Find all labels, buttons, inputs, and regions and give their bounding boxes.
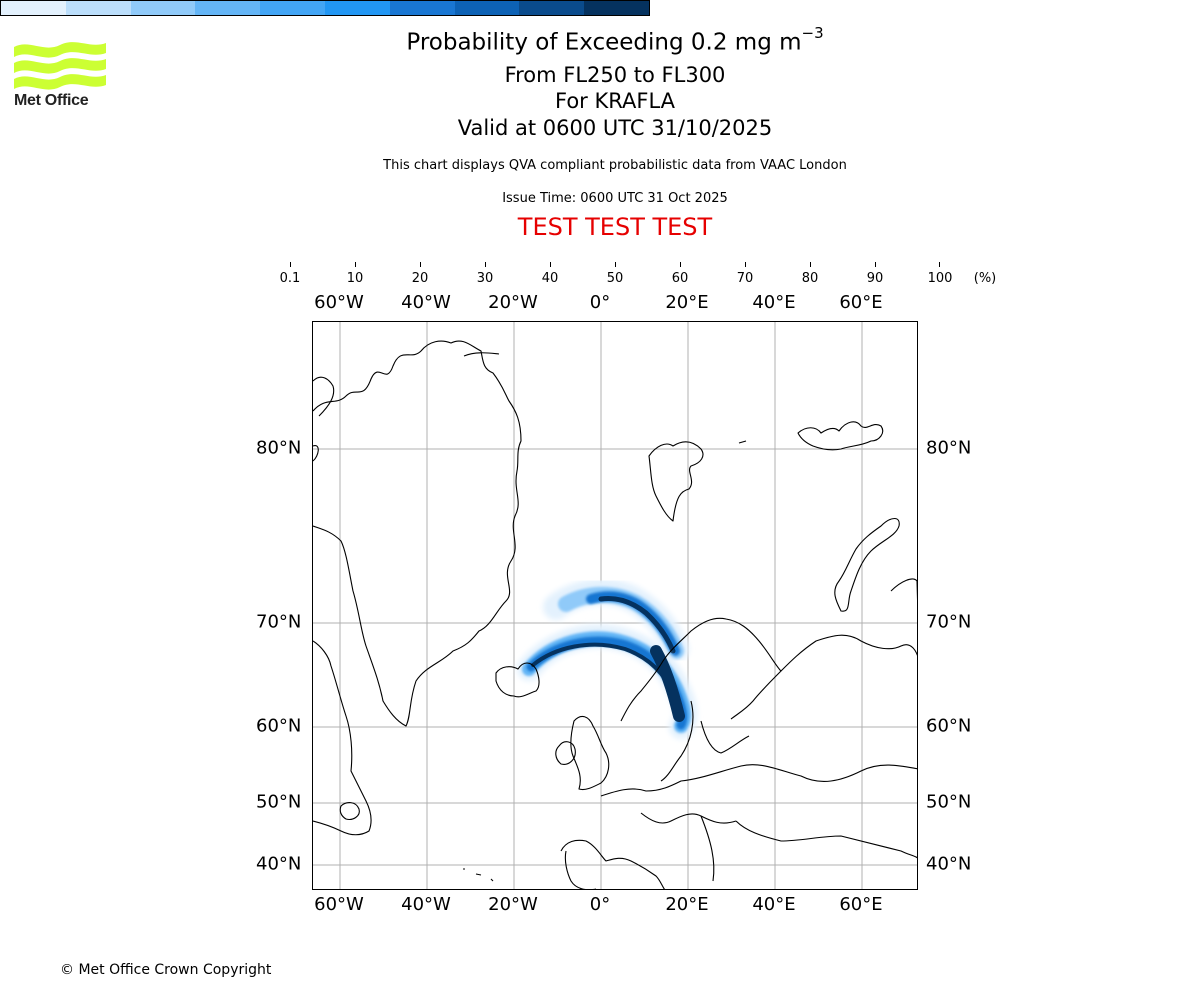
colorbar-tick-label: 20 (411, 271, 429, 286)
longitude-label: 0° (589, 894, 611, 915)
colorbar-segment (584, 1, 649, 15)
colorbar-tick-label: 30 (476, 271, 494, 286)
description: This chart displays QVA compliant probab… (383, 158, 847, 173)
longitude-label: 40°W (401, 894, 451, 915)
colorbar-tick-label: 80 (801, 271, 819, 286)
colorbar-segment (324, 1, 390, 15)
chart-title: Probability of Exceeding 0.2 mg m−3 (406, 24, 824, 56)
longitude-label: 20°E (665, 894, 709, 915)
colorbar-segment (454, 1, 520, 15)
longitude-label: 60°W (314, 894, 364, 915)
colorbar-segment (389, 1, 455, 15)
longitude-label: 60°E (839, 894, 883, 915)
latitude-label: 70°N (256, 611, 302, 633)
colorbar-tick-label: 10 (346, 271, 364, 286)
colorbar-segment (519, 1, 585, 15)
issue-time: Issue Time: 0600 UTC 31 Oct 2025 (502, 191, 728, 206)
latitude-label: 60°N (256, 715, 302, 737)
colorbar-segment (1, 1, 66, 15)
gridlines (313, 322, 917, 889)
colorbar-tick-label: 90 (866, 271, 884, 286)
colorbar-tick-label: 60 (671, 271, 689, 286)
colorbar-tick-label: 100 (927, 271, 953, 286)
colorbar-tick (550, 262, 551, 267)
longitude-label: 40°E (752, 292, 796, 313)
latitude-label: 80°N (256, 437, 302, 459)
colorbar-tick-label: 40 (541, 271, 559, 286)
colorbar-tick-label: 70 (736, 271, 754, 286)
colorbar-segment (130, 1, 196, 15)
latitude-label: 80°N (926, 437, 972, 459)
colorbar-unit: (%) (973, 271, 997, 286)
colorbar-tick (290, 262, 291, 267)
flight-levels: From FL250 to FL300 (504, 63, 726, 87)
longitude-label: 20°W (488, 894, 538, 915)
latitude-label: 50°N (926, 791, 972, 813)
copyright-notice: © Met Office Crown Copyright (60, 962, 272, 978)
colorbar-tick (875, 262, 876, 267)
longitude-label: 60°W (314, 292, 364, 313)
latitude-label: 70°N (926, 611, 972, 633)
met-office-logo-icon (14, 42, 106, 90)
colorbar-tick (355, 262, 356, 267)
test-banner: TEST TEST TEST (517, 213, 713, 241)
valid-time: Valid at 0600 UTC 31/10/2025 (457, 116, 773, 140)
colorbar-tick (420, 262, 421, 267)
longitude-label: 20°W (488, 292, 538, 313)
longitude-label: 0° (589, 292, 611, 313)
coastlines (313, 340, 917, 889)
colorbar-tick (810, 262, 811, 267)
colorbar-tick (615, 262, 616, 267)
logo-text: Met Office (14, 92, 89, 109)
longitude-label: 40°W (401, 292, 451, 313)
volcano-name: For KRAFLA (555, 89, 675, 113)
longitude-label: 60°E (839, 292, 883, 313)
colorbar-tick (485, 262, 486, 267)
colorbar-tick-label: 0.1 (279, 271, 301, 286)
colorbar-tick (680, 262, 681, 267)
colorbar-segment (260, 1, 325, 15)
colorbar-segment (65, 1, 131, 15)
latitude-label: 60°N (926, 715, 972, 737)
colorbar-tick (745, 262, 746, 267)
ash-plume (517, 579, 698, 739)
latitude-label: 40°N (256, 853, 302, 875)
longitude-label: 20°E (665, 292, 709, 313)
map-panel[interactable] (312, 321, 918, 890)
latitude-label: 40°N (926, 853, 972, 875)
colorbar-tick (939, 262, 940, 267)
colorbar (0, 0, 650, 16)
latitude-label: 50°N (256, 791, 302, 813)
colorbar-segment (195, 1, 261, 15)
colorbar-tick-label: 50 (606, 271, 624, 286)
map-canvas (313, 322, 917, 889)
longitude-label: 40°E (752, 894, 796, 915)
